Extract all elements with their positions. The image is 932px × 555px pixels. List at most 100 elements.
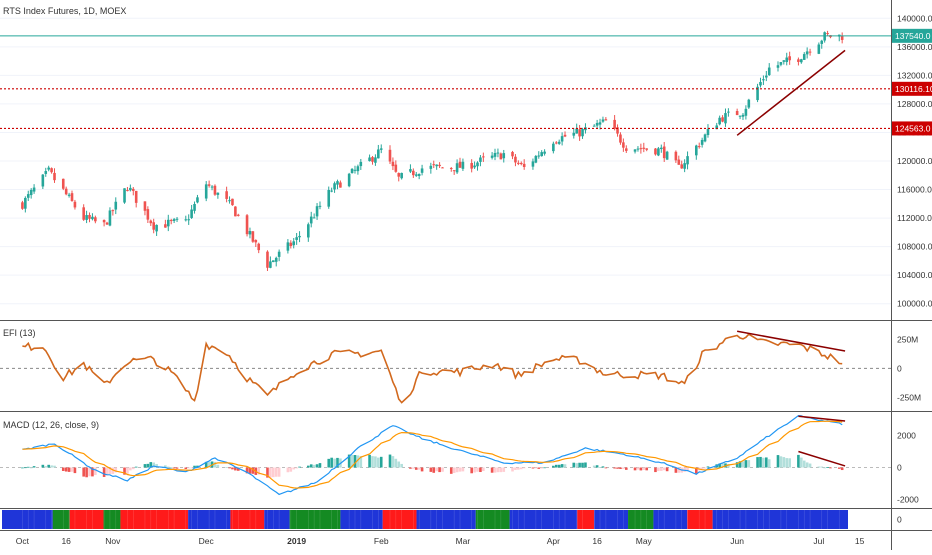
candle-body	[502, 153, 506, 159]
time-axis[interactable]: Oct 16 Nov Dec 2019 Feb Mar Apr 16 May Jun Jul 15	[16, 536, 865, 546]
candle-body	[131, 188, 135, 191]
price-pane[interactable]	[0, 17, 891, 305]
macd-histogram-bar	[318, 463, 322, 468]
candle-body	[21, 202, 24, 209]
strip-segment-blue	[188, 510, 231, 529]
time-tick-label: 2019	[287, 536, 306, 546]
macd-histogram-bar	[234, 467, 237, 471]
candle-body	[312, 217, 316, 219]
candle-body	[677, 159, 681, 165]
macd-histogram-bar	[765, 457, 768, 468]
macd-histogram-bar	[266, 467, 269, 478]
efi-line	[22, 333, 843, 404]
time-tick-label: Feb	[374, 536, 389, 546]
candle-body	[266, 251, 269, 268]
candle-body	[788, 56, 791, 61]
candle-body	[572, 132, 576, 136]
candle-body	[67, 194, 71, 196]
strip-segment-green	[475, 510, 510, 529]
macd-histogram-bar	[613, 467, 616, 469]
candle-body	[225, 191, 228, 199]
macd-histogram-bar	[598, 467, 602, 468]
macd-histogram-bar	[785, 458, 789, 468]
macd-histogram-bar	[759, 456, 762, 468]
macd-histogram-bar	[248, 467, 252, 474]
macd-histogram-bar	[26, 466, 30, 468]
macd-pane[interactable]	[0, 414, 891, 496]
macd-histogram-bar	[738, 461, 742, 468]
macd-histogram-bar	[91, 467, 94, 477]
candle-body	[616, 127, 619, 134]
candle-body	[540, 152, 543, 157]
macd-histogram-bar	[336, 457, 339, 468]
candle-body	[234, 206, 237, 217]
candle-body	[797, 59, 800, 62]
candle-body	[152, 222, 155, 230]
macd-histogram-bar	[359, 456, 363, 468]
candle-body	[622, 142, 625, 148]
macd-histogram-bar	[409, 467, 412, 469]
macd-histogram-bar	[61, 467, 65, 471]
macd-histogram-bar	[193, 465, 196, 468]
candle-body	[318, 205, 322, 207]
time-tick-label: 15	[855, 536, 865, 546]
candle-body	[800, 59, 803, 63]
candle-body	[636, 148, 640, 150]
candle-body	[166, 219, 170, 227]
candle-body	[458, 161, 462, 168]
strip-pane[interactable]	[2, 510, 848, 529]
candle-body	[409, 169, 412, 172]
macd-histogram-bar	[741, 461, 745, 468]
macd-histogram-bar	[531, 467, 535, 469]
candle-body	[715, 125, 719, 130]
macd-histogram-bar	[674, 467, 678, 473]
candle-body	[449, 168, 453, 170]
efi-pane[interactable]	[0, 330, 891, 404]
candle-body	[420, 168, 424, 173]
strip-segment-blue	[594, 510, 629, 529]
macd-divergence-line-1	[798, 415, 846, 422]
macd-histogram-bar	[292, 467, 296, 470]
price-axis[interactable]: 140000.0136000.0132000.0128000.0124000.0…	[892, 13, 932, 525]
strip-tick-0: 0	[897, 515, 902, 525]
candle-body	[126, 190, 129, 192]
efi-title: EFI (13)	[3, 328, 36, 338]
candle-body	[826, 33, 829, 35]
macd-histogram-bar	[829, 467, 832, 469]
level-tag-2	[892, 121, 932, 136]
candle-body	[727, 111, 730, 113]
candle-body	[762, 79, 765, 81]
candle-body	[522, 163, 526, 167]
macd-histogram-bar	[575, 463, 578, 468]
macd-histogram-bar	[496, 467, 500, 473]
macd-histogram-bar	[519, 467, 523, 470]
price-tick-label: 100000.0	[897, 299, 932, 309]
macd-histogram-bar	[677, 467, 681, 473]
macd-histogram-bar	[213, 461, 217, 468]
macd-histogram-bar	[616, 467, 619, 469]
candle-body	[298, 235, 301, 238]
candle-body	[350, 168, 354, 174]
candle-body	[175, 218, 179, 220]
candle-body	[374, 157, 377, 163]
macd-histogram-bar	[47, 464, 50, 468]
macd-histogram-bar	[683, 467, 686, 472]
macd-histogram-bar	[514, 467, 517, 470]
candle-body	[455, 163, 459, 173]
macd-histogram-bar	[493, 467, 497, 473]
macd-histogram-bar	[823, 467, 826, 469]
candle-body	[307, 224, 310, 238]
price-tick-label: 120000.0	[897, 156, 932, 166]
candle-body	[315, 206, 319, 217]
macd-histogram-bar	[706, 466, 710, 468]
macd-histogram-bar	[295, 467, 298, 469]
candle-body	[88, 214, 91, 219]
macd-histogram-bar	[800, 457, 803, 468]
candle-body	[461, 161, 465, 169]
candle-body	[91, 216, 94, 220]
macd-histogram-bar	[126, 467, 129, 474]
macd-histogram-bar	[592, 465, 596, 468]
strip-segment-blue	[653, 510, 688, 529]
